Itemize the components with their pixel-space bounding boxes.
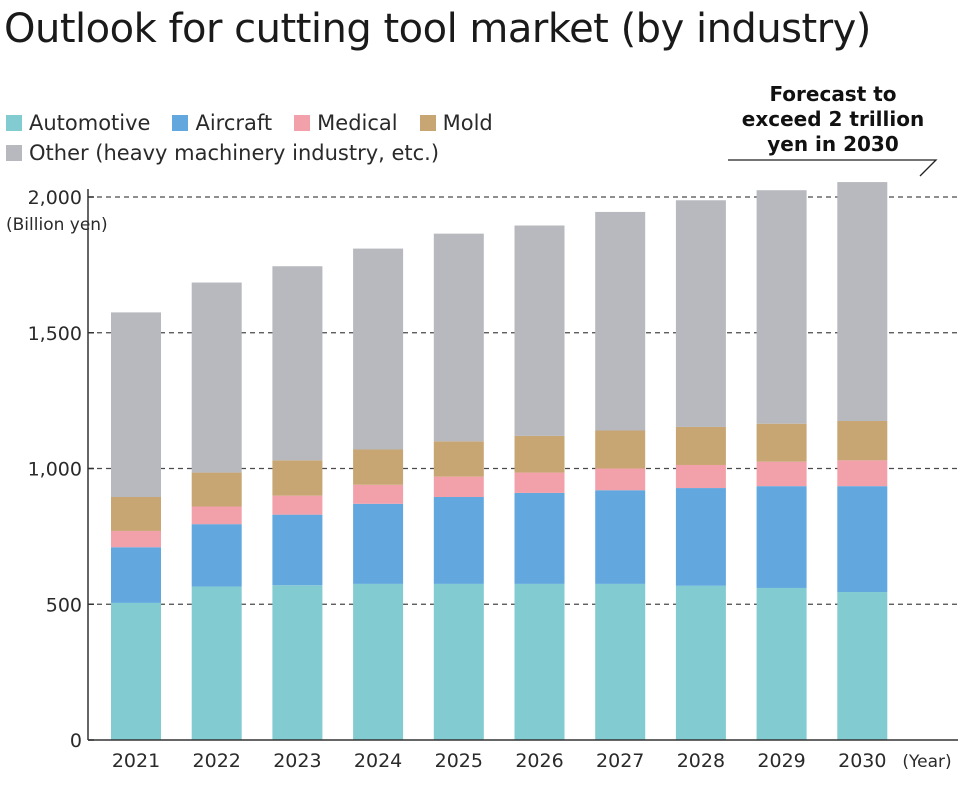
bar-stacks [111, 182, 888, 740]
bar-segment-medical-2026 [514, 472, 565, 493]
annotation-line-1: Forecast to [769, 82, 897, 106]
bar-segment-aircraft-2025 [433, 497, 484, 584]
y-tick-label: 1,000 [28, 459, 82, 481]
bar-segment-other-2027 [595, 211, 646, 431]
legend-swatch-mold [419, 115, 436, 131]
callout-pointer [728, 159, 938, 177]
bar-segment-automotive-2024 [353, 583, 404, 740]
bar-segment-medical-2022 [191, 506, 242, 525]
bar-segment-mold-2024 [353, 449, 404, 485]
axes: 0 500 1,000 1,500 2,000 (Billion yen) 2021 2022… [6, 187, 958, 772]
bar-segment-automotive-2022 [191, 586, 242, 740]
bar-segment-aircraft-2027 [595, 490, 646, 584]
x-tick-label-2024: 2024 [354, 750, 402, 772]
bar-segment-automotive-2023 [272, 585, 323, 740]
bar-segment-other-2021 [111, 312, 161, 498]
x-tick-label-2027: 2027 [596, 750, 644, 772]
bar-segment-medical-2027 [595, 468, 646, 491]
legend-item-automotive: Automotive [6, 111, 150, 135]
bar-segment-aircraft-2021 [111, 547, 161, 603]
bar-segment-other-2029 [756, 190, 807, 424]
bar-segment-mold-2030 [837, 420, 888, 461]
bar-segment-medical-2023 [272, 495, 323, 515]
bar-segment-other-2023 [272, 266, 323, 461]
legend-swatch-automotive [6, 115, 22, 131]
bar-segment-aircraft-2022 [191, 524, 242, 587]
bar-segment-aircraft-2024 [353, 503, 404, 584]
annotation-callout-line [728, 159, 938, 177]
bar-segment-mold-2027 [595, 430, 646, 469]
x-tick-label-2030: 2030 [838, 750, 886, 772]
bar-segment-automotive-2021 [111, 602, 161, 740]
bar-segment-aircraft-2028 [675, 488, 726, 586]
y-tick-label: 0 [70, 730, 82, 752]
bar-segment-aircraft-2026 [514, 492, 565, 584]
bar-segment-other-2030 [837, 182, 888, 421]
bar-segment-automotive-2027 [595, 583, 646, 740]
chart-legend: Automotive Aircraft Medical Mold Other (… [6, 108, 515, 168]
bar-segment-automotive-2028 [675, 585, 726, 740]
y-axis-unit-label: (Billion yen) [6, 215, 108, 235]
legend-swatch-aircraft [172, 115, 189, 131]
x-tick-label-2029: 2029 [757, 750, 805, 772]
legend-row-1: Automotive Aircraft Medical Mold [6, 108, 515, 138]
bar-segment-other-2026 [514, 225, 565, 436]
bar-segment-automotive-2029 [756, 587, 807, 740]
bar-segment-automotive-2026 [514, 583, 565, 740]
x-tick-label-2025: 2025 [435, 750, 483, 772]
bar-segment-medical-2024 [353, 484, 404, 504]
x-tick-label-2026: 2026 [515, 750, 563, 772]
bar-segment-mold-2025 [433, 441, 484, 477]
y-tick-label: 500 [46, 594, 82, 616]
legend-item-other: Other (heavy machinery industry, etc.) [6, 141, 439, 165]
legend-label-aircraft: Aircraft [195, 111, 273, 135]
annotation-line-2: exceed 2 trillion [741, 107, 925, 131]
x-tick-label-2028: 2028 [677, 750, 725, 772]
legend-swatch-other [6, 145, 22, 161]
legend-item-aircraft: Aircraft [172, 111, 272, 135]
y-tick-label: 1,500 [28, 323, 82, 345]
annotation-line-3: yen in 2030 [767, 132, 899, 156]
x-tick-label-2022: 2022 [193, 750, 241, 772]
bar-segment-other-2022 [191, 282, 242, 473]
bar-segment-mold-2022 [191, 472, 242, 507]
bar-segment-aircraft-2030 [837, 486, 888, 593]
bar-segment-aircraft-2023 [272, 514, 323, 586]
bar-segment-mold-2028 [675, 426, 726, 465]
bar-segment-mold-2023 [272, 460, 323, 496]
bar-segment-other-2028 [675, 200, 726, 427]
legend-row-2: Other (heavy machinery industry, etc.) [6, 138, 515, 168]
legend-label-other: Other (heavy machinery industry, etc.) [29, 141, 440, 165]
bar-segment-mold-2021 [111, 497, 161, 531]
bar-segment-mold-2026 [514, 435, 565, 473]
legend-swatch-medical [294, 115, 311, 131]
bar-segment-mold-2029 [756, 423, 807, 462]
legend-item-medical: Medical [294, 111, 398, 135]
bar-segment-medical-2025 [433, 476, 484, 498]
bar-segment-medical-2029 [756, 461, 807, 487]
forecast-annotation: Forecast to exceed 2 trillion yen in 203… [728, 82, 938, 157]
legend-item-mold: Mold [419, 111, 493, 135]
x-tick-label-2023: 2023 [273, 750, 321, 772]
bar-segment-other-2024 [353, 248, 404, 450]
y-tick-label: 2,000 [28, 187, 82, 209]
bar-segment-aircraft-2029 [756, 486, 807, 588]
bar-segment-automotive-2030 [837, 592, 888, 740]
bar-segment-medical-2028 [675, 464, 726, 489]
x-axis-unit-label: (Year) [902, 752, 951, 772]
bar-segment-automotive-2025 [433, 583, 484, 740]
legend-label-mold: Mold [442, 111, 493, 135]
x-tick-label-2021: 2021 [112, 750, 160, 772]
bar-segment-medical-2030 [837, 460, 888, 487]
chart-title: Outlook for cutting tool market (by indu… [4, 6, 871, 52]
legend-label-automotive: Automotive [29, 111, 151, 135]
bar-segment-medical-2021 [111, 530, 161, 548]
legend-label-medical: Medical [317, 111, 398, 135]
bar-segment-other-2025 [433, 233, 484, 442]
